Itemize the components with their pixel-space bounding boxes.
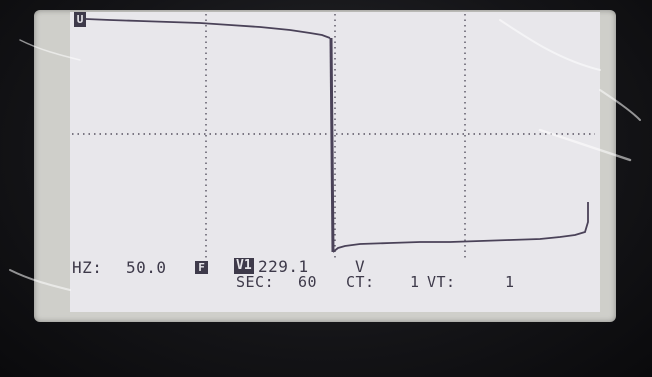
seconds-value: 60	[298, 273, 318, 291]
waveform-trace-low	[332, 202, 589, 253]
screen-background	[70, 12, 600, 312]
glare-streak-2	[538, 128, 632, 162]
glare-streak-3	[599, 89, 641, 121]
graticule	[72, 14, 595, 258]
vt-ratio-value: 1	[505, 273, 515, 291]
filter-badge: F	[195, 261, 208, 274]
seconds-label: SEC:	[236, 273, 275, 291]
frequency-label: HZ:	[72, 258, 103, 277]
ct-ratio-label: CT:	[346, 273, 375, 291]
frequency-value: 50.0	[126, 258, 167, 277]
voltage-unit: V	[355, 257, 366, 276]
waveform-trace-drop	[329, 37, 335, 253]
glare-streak-1	[499, 19, 601, 71]
ct-ratio-value: 1	[410, 273, 420, 291]
channel-badge: V1	[234, 258, 254, 274]
glare-streak-4	[19, 39, 81, 61]
trace-marker-badge: U	[74, 12, 86, 27]
waveform-trace-high	[85, 18, 331, 39]
vt-ratio-label: VT:	[427, 273, 456, 291]
glare-streak-5	[9, 269, 71, 291]
voltage-value: 229.1	[258, 257, 309, 276]
screen-glare	[9, 19, 641, 291]
